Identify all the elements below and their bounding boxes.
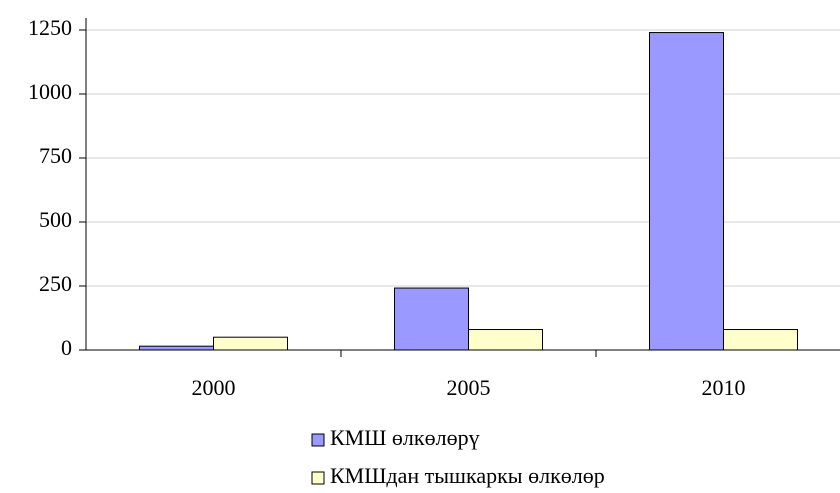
legend-swatch xyxy=(311,433,325,447)
y-tick-label: 0 xyxy=(61,335,72,360)
x-tick-label: 2005 xyxy=(447,375,491,400)
bar xyxy=(139,345,214,351)
bar xyxy=(468,329,543,351)
y-tick-label: 250 xyxy=(39,271,72,296)
legend-label: КМШдан тышкаркы өлкөлөр xyxy=(330,463,605,488)
bar xyxy=(723,329,798,351)
legend-swatch xyxy=(311,471,325,485)
y-tick-label: 1250 xyxy=(28,15,72,40)
bar xyxy=(649,32,724,351)
legend-label: КМШ өлкөлөрү xyxy=(330,425,480,450)
y-tick-label: 500 xyxy=(39,207,72,232)
y-tick-label: 1000 xyxy=(28,79,72,104)
x-tick-label: 2010 xyxy=(702,375,746,400)
bar xyxy=(213,336,288,351)
bar xyxy=(394,287,469,351)
y-tick-label: 750 xyxy=(39,143,72,168)
x-tick-label: 2000 xyxy=(192,375,236,400)
